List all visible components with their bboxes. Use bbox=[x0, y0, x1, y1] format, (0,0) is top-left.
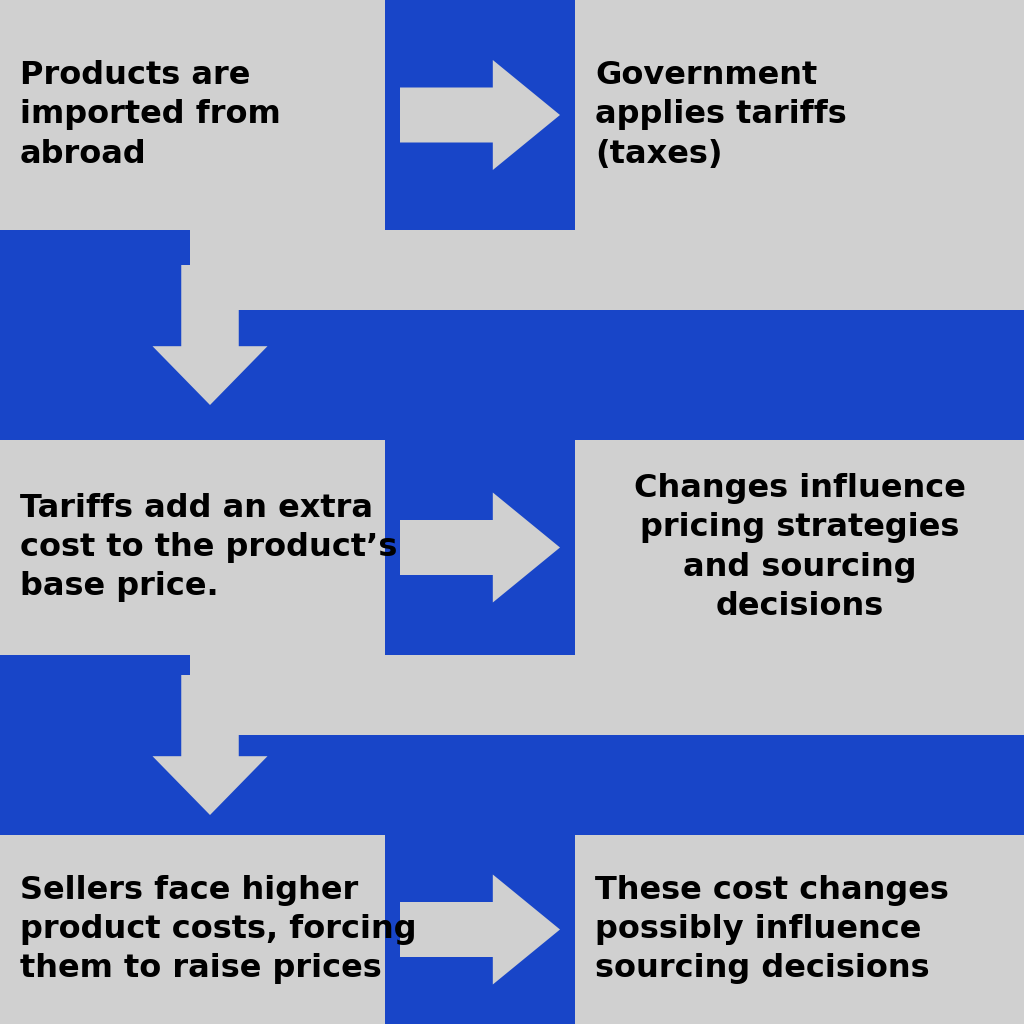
Bar bbox=[190, 230, 575, 310]
Bar bbox=[575, 440, 1024, 655]
Text: Tariffs add an extra
cost to the product’s
base price.: Tariffs add an extra cost to the product… bbox=[20, 493, 397, 602]
Bar bbox=[0, 440, 385, 655]
Text: Sellers face higher
product costs, forcing
them to raise prices: Sellers face higher product costs, forci… bbox=[20, 874, 417, 984]
Bar bbox=[575, 0, 1024, 230]
Polygon shape bbox=[400, 874, 560, 984]
Polygon shape bbox=[400, 60, 560, 170]
Bar bbox=[575, 835, 1024, 1024]
Text: Government
applies tariffs
(taxes): Government applies tariffs (taxes) bbox=[595, 60, 847, 170]
Bar bbox=[0, 835, 385, 1024]
Bar bbox=[575, 230, 1024, 310]
Text: Changes influence
pricing strategies
and sourcing
decisions: Changes influence pricing strategies and… bbox=[634, 473, 966, 623]
Polygon shape bbox=[400, 493, 560, 602]
Text: Products are
imported from
abroad: Products are imported from abroad bbox=[20, 60, 281, 170]
Bar bbox=[190, 655, 575, 735]
Bar bbox=[0, 0, 385, 230]
Polygon shape bbox=[153, 675, 267, 815]
Polygon shape bbox=[153, 265, 267, 406]
Text: These cost changes
possibly influence
sourcing decisions: These cost changes possibly influence so… bbox=[595, 874, 949, 984]
Bar bbox=[575, 655, 1024, 735]
